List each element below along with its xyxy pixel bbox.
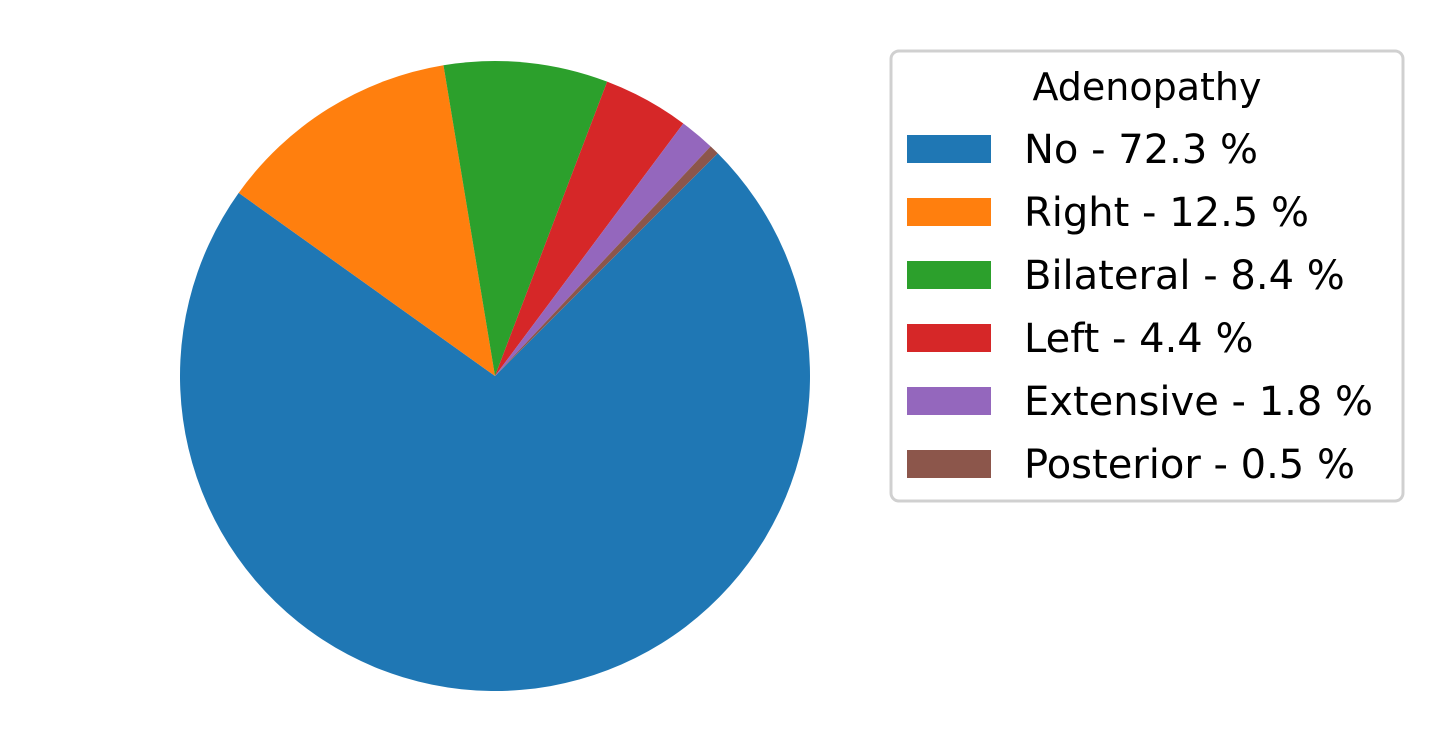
- legend-label-posterior: Posterior - 0.5 %: [1024, 442, 1355, 488]
- legend-swatch-no: [907, 135, 991, 163]
- legend-label-no: No - 72.3 %: [1024, 127, 1258, 173]
- legend-frame: [889, 49, 1405, 503]
- pie-slice-bilateral: [443, 60, 608, 376]
- pie-slice-no: [179, 153, 811, 691]
- legend-swatch-bilateral: [907, 261, 991, 289]
- pie-slice-left: [495, 81, 684, 376]
- legend-label-bilateral: Bilateral - 8.4 %: [1024, 253, 1345, 299]
- pie-slice-right: [238, 65, 495, 376]
- legend-items: No - 72.3 % Right - 12.5 % Bilateral - 8.4…: [907, 127, 1373, 488]
- legend-swatch-left: [907, 324, 991, 352]
- pie-slices: [179, 60, 811, 691]
- legend-label-left: Left - 4.4 %: [1024, 316, 1253, 362]
- legend-swatch-posterior: [907, 450, 991, 478]
- legend: Adenopathy No - 72.3 % Right - 12.5 % Bila…: [889, 49, 1405, 503]
- legend-swatch-extensive: [907, 387, 991, 415]
- legend-swatch-right: [907, 198, 991, 226]
- legend-label-extensive: Extensive - 1.8 %: [1024, 379, 1373, 425]
- pie-slice-posterior: [495, 146, 718, 376]
- pie-slice-extensive: [495, 123, 711, 376]
- legend-title: Adenopathy: [1032, 65, 1261, 109]
- legend-label-right: Right - 12.5 %: [1024, 190, 1309, 236]
